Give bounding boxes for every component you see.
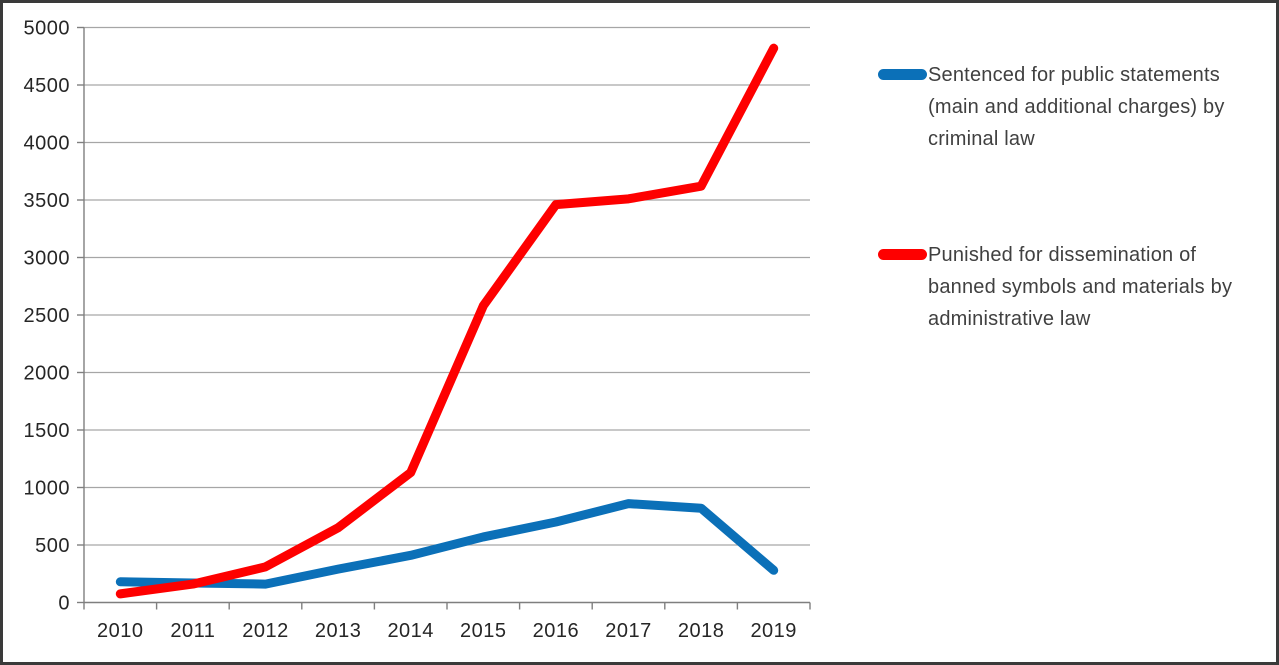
x-axis-tick-label: 2011	[170, 620, 215, 642]
series-line-0	[115, 499, 779, 589]
legend-label-criminal: Sentenced for public statements (main an…	[928, 59, 1225, 155]
legend-label-line: administrative law	[928, 308, 1091, 330]
x-axis-tick-label: 2017	[605, 620, 652, 642]
legend-entry-administrative: Punished for dissemination of banned sym…	[878, 239, 1248, 335]
y-axis-tick-label: 2000	[24, 363, 71, 385]
y-axis-tick-label: 0	[58, 593, 70, 615]
y-axis-tick-label: 4500	[24, 75, 71, 97]
y-axis-tick-label: 3500	[24, 190, 71, 212]
y-axis-tick-label: 1000	[24, 478, 71, 500]
x-axis-tick-label: 2014	[387, 620, 434, 642]
y-axis-tick-label: 5000	[24, 18, 71, 40]
x-axis-tick-label: 2018	[678, 620, 725, 642]
legend-label-administrative: Punished for dissemination of banned sym…	[928, 239, 1232, 335]
y-axis-tick-label: 500	[35, 535, 70, 557]
y-axis-tick-label: 3000	[24, 248, 71, 270]
x-axis-tick-label: 2012	[242, 620, 289, 642]
y-axis-tick-label: 2500	[24, 305, 71, 327]
x-axis-tick-label: 2013	[315, 620, 362, 642]
x-axis-tick-label: 2015	[460, 620, 507, 642]
chart-legend: Sentenced for public statements (main an…	[878, 59, 1248, 335]
red-line-swatch-icon	[878, 249, 927, 260]
x-axis-tick-label: 2016	[533, 620, 580, 642]
legend-label-line: (main and additional charges) by	[928, 96, 1225, 118]
y-axis-tick-label: 1500	[24, 420, 71, 442]
blue-line-swatch-icon	[878, 69, 927, 80]
legend-label-line: Sentenced for public statements	[928, 64, 1220, 86]
x-axis-tick-label: 2019	[750, 620, 797, 642]
y-axis-tick-label: 4000	[24, 133, 71, 155]
series-line-1	[115, 43, 779, 599]
legend-entry-criminal: Sentenced for public statements (main an…	[878, 59, 1248, 155]
x-axis-tick-label: 2010	[97, 620, 144, 642]
legend-label-line: banned symbols and materials by	[928, 276, 1233, 298]
legend-label-line: Punished for dissemination of	[928, 244, 1197, 266]
legend-label-line: criminal law	[928, 128, 1035, 150]
